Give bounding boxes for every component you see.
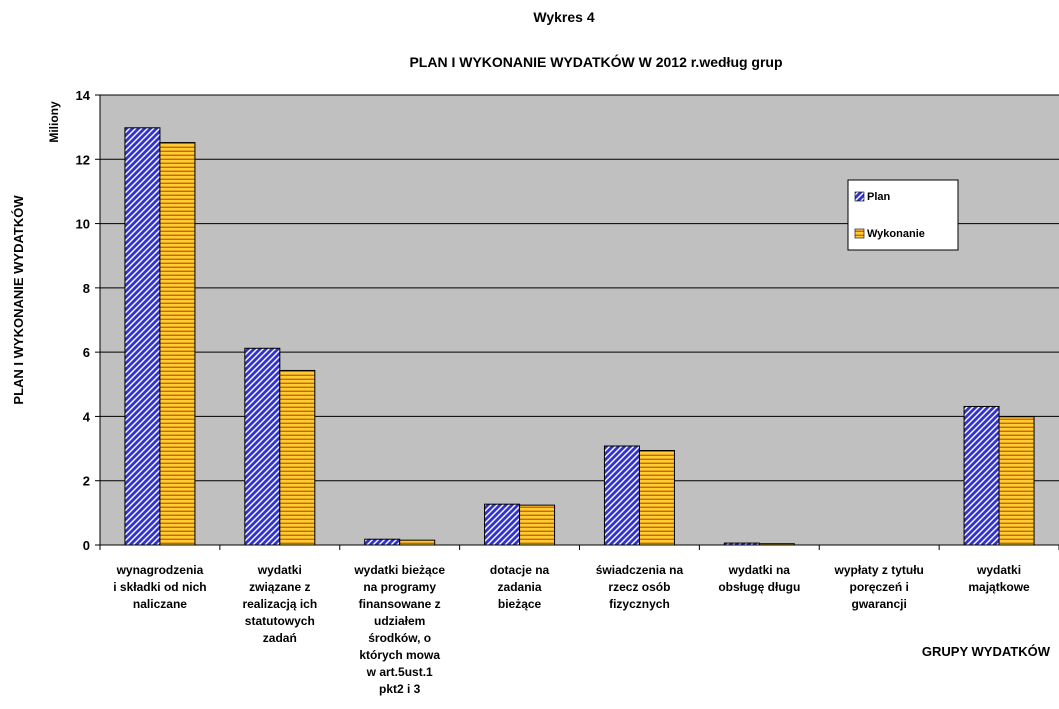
y-tick-label: 2 <box>83 474 90 489</box>
y-tick-label: 4 <box>83 409 91 424</box>
category-label-line: wydatki <box>257 563 302 577</box>
bars <box>124 127 1035 546</box>
category-label-line: i składki od nich <box>113 580 206 594</box>
category-label-line: w art.5ust.1 <box>366 665 433 679</box>
category-label-line: na programy <box>363 580 436 594</box>
bar-wykonanie <box>519 504 556 546</box>
category-label-line: rzecz osób <box>608 580 670 594</box>
category-label: wydatki majątkowe <box>968 563 1030 594</box>
y-tick-label: 14 <box>76 88 91 103</box>
bar-wykonanie <box>399 539 436 546</box>
y-axis-label: PLAN I WYKONANIE WYDATKÓW <box>11 195 26 405</box>
category-label-line: dotacje na <box>490 563 550 577</box>
category-label-line: gwarancji <box>852 597 907 611</box>
category-label-line: realizacją ich <box>242 597 317 611</box>
bar-wykonanie <box>279 369 316 546</box>
x-tick-marks <box>99 545 1059 550</box>
bar-plan <box>244 347 281 546</box>
category-label: wydatki związane z realizacją ich statutowy… <box>242 563 317 645</box>
bar-plan <box>963 405 1000 546</box>
category-label-line: statutowych <box>245 614 315 628</box>
bar-wykonanie <box>638 450 675 546</box>
category-label-line: świadczenia na <box>596 563 684 577</box>
chart-title: Wykres 4 <box>533 9 594 25</box>
category-label-line: udziałem <box>374 614 425 628</box>
y-tick-label: 12 <box>76 152 90 167</box>
category-label: wynagrodzenia i składki od nich naliczane <box>113 563 206 611</box>
y-tick-label: 6 <box>83 345 90 360</box>
legend-swatch-plan <box>854 191 865 202</box>
category-label-line: środków, o <box>368 631 431 645</box>
bar-plan <box>484 503 521 546</box>
category-label: świadczenia na rzecz osób fizycznych <box>596 563 684 611</box>
bar-wykonanie <box>998 416 1035 546</box>
bar-plan <box>124 127 161 546</box>
bar-plan <box>364 538 401 546</box>
category-label-line: bieżące <box>498 597 542 611</box>
plot-area <box>100 95 1059 545</box>
category-label: dotacje na zadania bieżące <box>490 563 550 611</box>
category-label-line: związane z <box>249 580 310 594</box>
category-label: wypłaty z tytułu poręczeń i gwarancji <box>834 563 924 611</box>
category-label-line: naliczane <box>133 597 187 611</box>
y-tick-labels: 0 2 4 6 8 10 12 14 <box>76 88 100 553</box>
category-label-line: których mowa <box>359 648 440 662</box>
category-label-line: obsługę długu <box>718 580 800 594</box>
category-label-line: wynagrodzenia <box>116 563 204 577</box>
category-label-line: wydatki na <box>728 563 791 577</box>
category-label-line: wydatki bieżące <box>353 563 445 577</box>
category-label-line: pkt2 i 3 <box>379 682 421 696</box>
legend-label-plan: Plan <box>867 191 891 203</box>
category-label-line: fizycznych <box>609 597 670 611</box>
category-label-line: finansowane z <box>359 597 441 611</box>
category-label-line: majątkowe <box>968 580 1030 594</box>
bar-plan <box>603 445 640 546</box>
category-label-line: poręczeń i <box>850 580 909 594</box>
y-tick-label: 0 <box>83 538 90 553</box>
category-label-line: wypłaty z tytułu <box>834 563 924 577</box>
y-tick-label: 8 <box>83 281 90 296</box>
legend: Plan Wykonanie <box>847 179 959 251</box>
category-label: wydatki na obsługę długu <box>718 563 800 594</box>
y-tick-label: 10 <box>76 217 90 232</box>
category-label-line: wydatki <box>976 563 1021 577</box>
legend-box <box>847 179 959 251</box>
category-label-line: zadania <box>498 580 542 594</box>
chart-subtitle: PLAN I WYKONANIE WYDATKÓW W 2012 r.wedłu… <box>409 53 782 70</box>
x-axis-label: GRUPY WYDATKÓW <box>922 644 1051 659</box>
units-label: Miliony <box>47 101 61 143</box>
category-label-line: zadań <box>263 631 297 645</box>
category-labels: wynagrodzenia i składki od nich naliczanew… <box>113 563 1030 696</box>
legend-swatch-wykonanie <box>854 228 865 239</box>
legend-label-wykonanie: Wykonanie <box>867 228 925 240</box>
bar-wykonanie <box>159 142 196 546</box>
category-label: wydatki bieżące na programy finansowane z u… <box>353 563 445 696</box>
